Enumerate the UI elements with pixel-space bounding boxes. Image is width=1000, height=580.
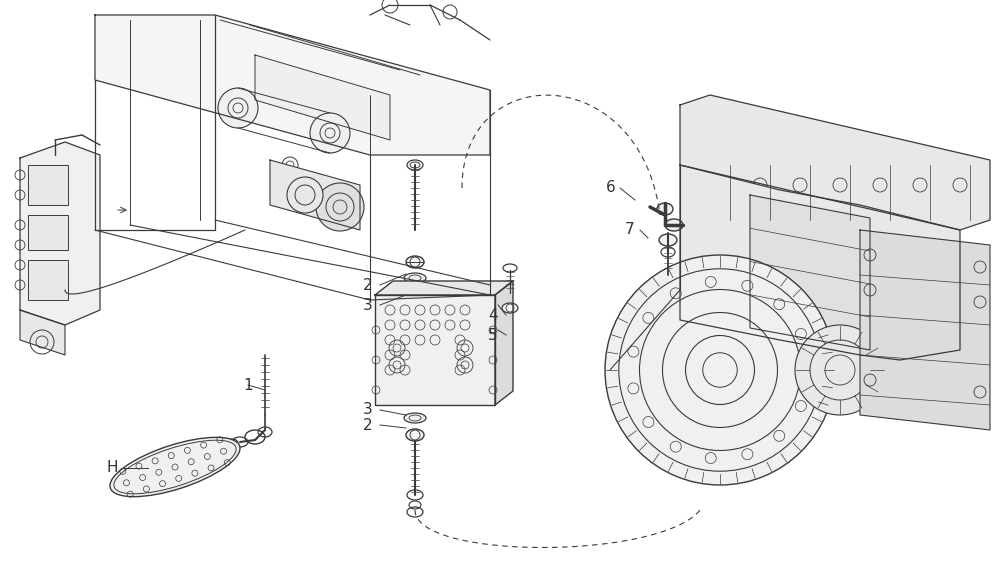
Polygon shape (20, 310, 65, 355)
Polygon shape (255, 55, 390, 140)
Polygon shape (680, 95, 990, 230)
Polygon shape (375, 295, 495, 405)
Text: 2: 2 (363, 418, 373, 433)
Circle shape (218, 88, 258, 128)
Polygon shape (20, 142, 100, 325)
Ellipse shape (404, 273, 426, 283)
Text: 3: 3 (363, 298, 373, 313)
Ellipse shape (406, 256, 424, 268)
Text: 3: 3 (363, 403, 373, 418)
Text: 7: 7 (625, 223, 635, 237)
Polygon shape (750, 195, 870, 350)
Bar (28, 165, 68, 205)
Text: 6: 6 (606, 180, 616, 195)
Text: 5: 5 (488, 328, 498, 343)
Polygon shape (270, 160, 360, 230)
Bar (28, 215, 68, 250)
Ellipse shape (659, 234, 677, 246)
Text: 2: 2 (363, 277, 373, 292)
Circle shape (287, 177, 323, 213)
Ellipse shape (406, 429, 424, 441)
Ellipse shape (404, 413, 426, 423)
Polygon shape (95, 15, 490, 155)
Polygon shape (680, 165, 960, 360)
Circle shape (605, 255, 835, 485)
Ellipse shape (502, 303, 518, 313)
Polygon shape (860, 230, 990, 430)
Ellipse shape (657, 203, 673, 215)
Ellipse shape (110, 437, 240, 496)
Text: 1: 1 (243, 378, 253, 393)
Circle shape (795, 325, 885, 415)
Text: H: H (106, 461, 118, 476)
Circle shape (310, 113, 350, 153)
Ellipse shape (665, 219, 683, 231)
Bar (28, 260, 68, 300)
Text: 4: 4 (488, 307, 498, 322)
Polygon shape (495, 281, 513, 405)
Polygon shape (375, 281, 513, 295)
Circle shape (316, 183, 364, 231)
